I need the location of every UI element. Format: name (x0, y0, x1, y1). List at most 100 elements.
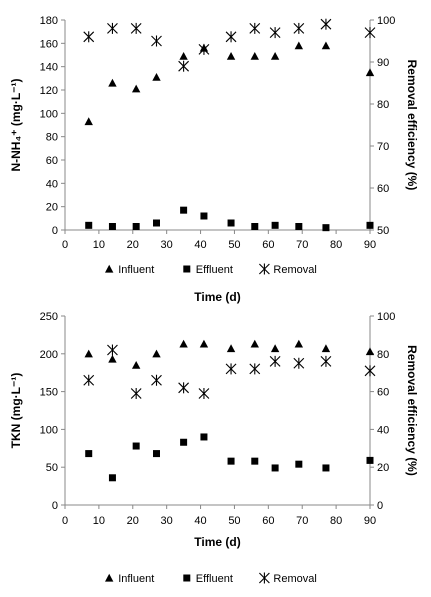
data-point-effluent (153, 450, 160, 458)
data-point-removal (130, 387, 142, 399)
data-point-effluent (153, 219, 160, 227)
data-point-influent (270, 51, 280, 60)
data-point-influent (108, 354, 117, 363)
data-point-influent (179, 51, 188, 60)
y-tick-label: 140 (40, 62, 58, 74)
data-point-removal (107, 344, 118, 356)
data-point-effluent (85, 221, 93, 229)
data-point-influent (152, 72, 161, 81)
data-point-influent (84, 117, 93, 126)
y-tick-label: 80 (46, 132, 58, 144)
y2-tick-label: 60 (377, 387, 389, 399)
data-point-effluent (200, 433, 208, 441)
y-tick-label: 60 (46, 155, 58, 167)
y-tick-label: 120 (40, 85, 58, 97)
x-tick-label: 20 (127, 239, 139, 251)
data-point-removal (83, 374, 95, 386)
data-point-influent (199, 339, 209, 348)
x-axis-title: Time (d) (194, 535, 240, 549)
legend-label-influent: Influent (118, 264, 154, 276)
x-tick-label: 0 (62, 515, 68, 527)
data-point-effluent (251, 223, 259, 230)
chart-2: 0 10 20 30 40 50 60 70 80 90050100150200250020406… (9, 311, 419, 585)
y-tick-label: 150 (40, 387, 58, 399)
x-tick-label: 30 (161, 239, 173, 251)
data-point-influent (179, 339, 188, 348)
data-point-effluent (180, 206, 188, 214)
y-axis-title: TKN (mg·L⁻¹) (9, 373, 23, 449)
y-tick-label: 100 (40, 424, 58, 436)
series-removal (83, 344, 376, 399)
legend-marker-removal (259, 572, 270, 584)
data-point-removal (83, 31, 95, 43)
data-point-influent (294, 339, 304, 348)
y-tick-label: 40 (46, 178, 58, 190)
data-point-influent (131, 360, 141, 369)
y-tick-label: 0 (52, 225, 58, 237)
data-point-removal (107, 22, 118, 34)
data-point-effluent (180, 438, 188, 446)
data-point-effluent (132, 223, 140, 230)
x-tick-label: 0 (62, 239, 68, 251)
data-point-influent (321, 344, 331, 353)
y-tick-label: 0 (52, 500, 58, 512)
data-point-effluent (295, 223, 303, 230)
x-tick-label: 80 (330, 239, 342, 251)
y2-tick-label: 100 (377, 15, 395, 27)
data-point-effluent (366, 221, 374, 229)
y2-tick-label: 20 (377, 462, 389, 474)
y2-axis-title: Removal efficiency (%) (405, 345, 419, 476)
data-point-influent (365, 347, 375, 356)
data-point-influent (321, 41, 331, 50)
data-point-influent (226, 51, 236, 60)
data-point-removal (225, 363, 237, 375)
data-point-removal (320, 355, 332, 367)
y-tick-label: 250 (40, 311, 58, 323)
data-point-influent (84, 349, 93, 358)
x-tick-label: 20 (127, 515, 139, 527)
x-tick-label: 30 (161, 515, 173, 527)
y-tick-label: 180 (40, 15, 58, 27)
data-point-influent (226, 344, 236, 353)
y-tick-label: 50 (46, 462, 58, 474)
data-point-effluent (85, 450, 93, 458)
x-tick-label: 70 (296, 239, 308, 251)
x-tick-label: 10 (93, 515, 105, 527)
data-point-influent (250, 51, 259, 60)
data-point-removal (198, 43, 210, 55)
chart-1: 0 10 20 30 40 50 60 70 80 90 0 20 40 60 80 100 120 140 160… (9, 15, 419, 304)
data-point-influent (108, 78, 117, 87)
data-point-removal (225, 31, 237, 43)
data-point-effluent (132, 442, 140, 450)
legend-marker-effluent (183, 574, 191, 582)
x-tick-label: 60 (262, 239, 274, 251)
x-tick-label: 90 (364, 239, 376, 251)
data-point-effluent (227, 457, 235, 465)
data-point-effluent (295, 460, 303, 468)
data-point-effluent (108, 223, 116, 230)
x-tick-label: 50 (228, 239, 240, 251)
data-point-influent (270, 344, 280, 353)
legend-label-removal: Removal (273, 573, 316, 585)
y2-tick-label: 90 (377, 57, 389, 69)
y-tick-label: 200 (40, 349, 58, 361)
data-point-removal (151, 374, 162, 386)
y2-tick-label: 0 (377, 500, 383, 512)
x-tick-label: 50 (228, 515, 240, 527)
legend-marker-influent (105, 264, 114, 273)
data-point-influent (365, 68, 375, 77)
data-point-removal (151, 35, 162, 47)
legend: Influent Effluent Removal (105, 572, 317, 585)
y2-tick-label: 80 (377, 349, 389, 361)
x-tick-label: 80 (330, 515, 342, 527)
data-point-effluent (322, 224, 330, 232)
legend-label-effluent: Effluent (196, 264, 233, 276)
legend-label-effluent: Effluent (196, 573, 233, 585)
data-point-effluent (366, 456, 374, 464)
data-point-influent (294, 41, 304, 50)
y2-tick-label: 50 (377, 225, 389, 237)
x-tick-label: 70 (296, 515, 308, 527)
y-tick-label: 20 (46, 202, 58, 214)
y-axis-title: N-NH₄⁺ (mg·L⁻¹) (9, 78, 23, 171)
data-point-effluent (271, 464, 279, 472)
